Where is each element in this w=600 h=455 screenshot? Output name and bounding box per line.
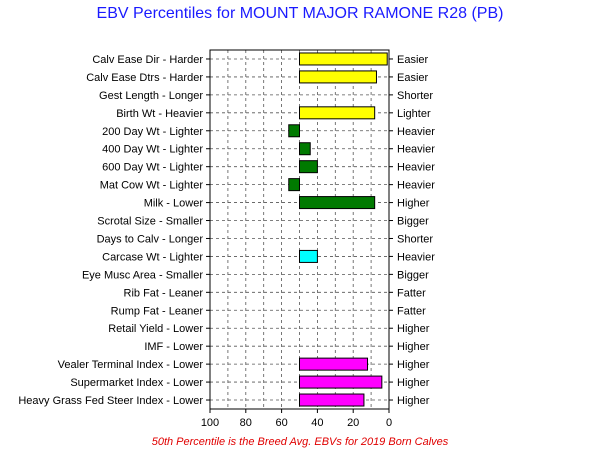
row-label-right: Fatter [397,305,426,317]
row-label-right: Easier [397,72,429,84]
row-label-left: Supermarket Index - Lower [70,377,203,389]
label-layer: Calv Ease Dir - Harder Easier Calv Ease Dt… [18,54,435,429]
bar-carcase-wt [299,249,318,263]
bar-400-day-wt [299,142,311,156]
bar-200-day-wt [288,124,301,138]
row-label-left: Heavy Grass Fed Steer Index - Lower [18,395,203,407]
row-label-left: Vealer Terminal Index - Lower [58,359,204,371]
row-label-right: Heavier [397,126,435,138]
row-label-left: 600 Day Wt - Lighter [102,162,203,174]
x-tick-label: 20 [347,417,359,429]
bar-mat-cow-wt [288,178,301,192]
bar-layer [288,52,388,407]
bar-birth-wt [299,106,376,120]
row-label-right: Higher [397,198,430,210]
bar-heavy-grass-fed-steer-index [299,393,365,407]
row-label-right: Higher [397,377,430,389]
row-label-right: Heavier [397,162,435,174]
bar-vealer-terminal-index [299,357,369,371]
row-label-right: Bigger [397,216,429,228]
row-label-right: Lighter [397,108,431,120]
row-label-right: Easier [397,54,429,66]
frame-layer [206,49,393,413]
row-label-left: Retail Yield - Lower [108,323,203,335]
x-tick-label: 0 [386,417,392,429]
row-label-right: Higher [397,395,430,407]
row-label-left: Scrotal Size - Smaller [97,216,203,228]
row-label-right: Heavier [397,251,435,263]
grid-layer [210,50,389,409]
row-label-right: Shorter [397,233,433,245]
row-label-left: Gest Length - Longer [99,90,203,102]
row-label-right: Heavier [397,180,435,192]
row-label-right: Shorter [397,90,433,102]
row-label-right: Higher [397,341,430,353]
row-label-left: Calv Ease Dtrs - Harder [86,72,203,84]
row-label-left: Rump Fat - Leaner [111,305,204,317]
row-label-right: Fatter [397,287,426,299]
x-tick-label: 40 [311,417,323,429]
row-label-left: IMF - Lower [144,341,203,353]
row-label-left: Carcase Wt - Lighter [102,251,203,263]
row-label-left: Calv Ease Dir - Harder [92,54,203,66]
bar-calv-ease-dir [299,52,388,66]
bar-supermarket-index [299,375,383,389]
x-tick-label: 100 [201,417,219,429]
row-label-left: Mat Cow Wt - Lighter [100,180,204,192]
row-label-right: Heavier [397,144,435,156]
bar-milk [299,196,376,210]
bar-600-day-wt [299,160,318,174]
row-label-right: Higher [397,323,430,335]
chart-footnote: 50th Percentile is the Breed Avg. EBVs f… [151,436,449,448]
row-label-left: Eye Musc Area - Smaller [82,269,203,281]
bar-calv-ease-dtrs [299,70,377,84]
x-tick-label: 80 [240,417,252,429]
row-label-right: Bigger [397,269,429,281]
row-label-left: 200 Day Wt - Lighter [102,126,203,138]
plot-frame [209,49,390,410]
row-label-right: Higher [397,359,430,371]
row-label-left: Rib Fat - Leaner [124,287,204,299]
row-label-left: Birth Wt - Heavier [116,108,203,120]
row-label-left: Days to Calv - Longer [97,233,204,245]
x-tick-label: 60 [275,417,287,429]
chart-title: EBV Percentiles for MOUNT MAJOR RAMONE R… [96,5,504,22]
row-label-left: Milk - Lower [144,198,204,210]
row-label-left: 400 Day Wt - Lighter [102,144,203,156]
